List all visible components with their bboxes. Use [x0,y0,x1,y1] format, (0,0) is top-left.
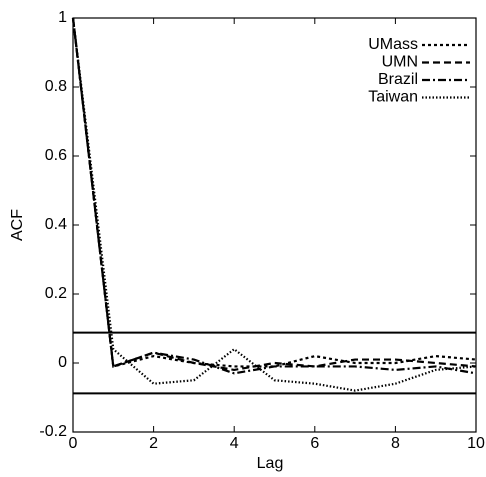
y-tick-label: 0.8 [45,78,67,95]
y-axis-label: ACF [9,209,26,241]
y-tick-label: 0 [58,354,67,371]
x-tick-label: 4 [230,435,239,452]
y-tick-label: 0.2 [45,285,67,302]
x-tick-label: 10 [467,435,485,452]
y-tick-label: -0.2 [39,423,67,440]
legend-label: Brazil [378,71,418,88]
legend-label: UMN [382,54,418,71]
x-axis-label: Lag [257,455,284,472]
series-line [71,17,477,375]
legend-label: UMass [368,36,418,53]
x-tick-label: 8 [391,435,400,452]
y-tick-label: 0.4 [45,216,67,233]
x-tick-label: 0 [69,435,78,452]
legend-label: Taiwan [368,89,418,106]
x-tick-label: 2 [149,435,158,452]
y-tick-label: 1 [58,9,67,26]
y-tick-label: 0.6 [45,147,67,164]
x-tick-label: 6 [310,435,319,452]
series-line [71,17,477,392]
